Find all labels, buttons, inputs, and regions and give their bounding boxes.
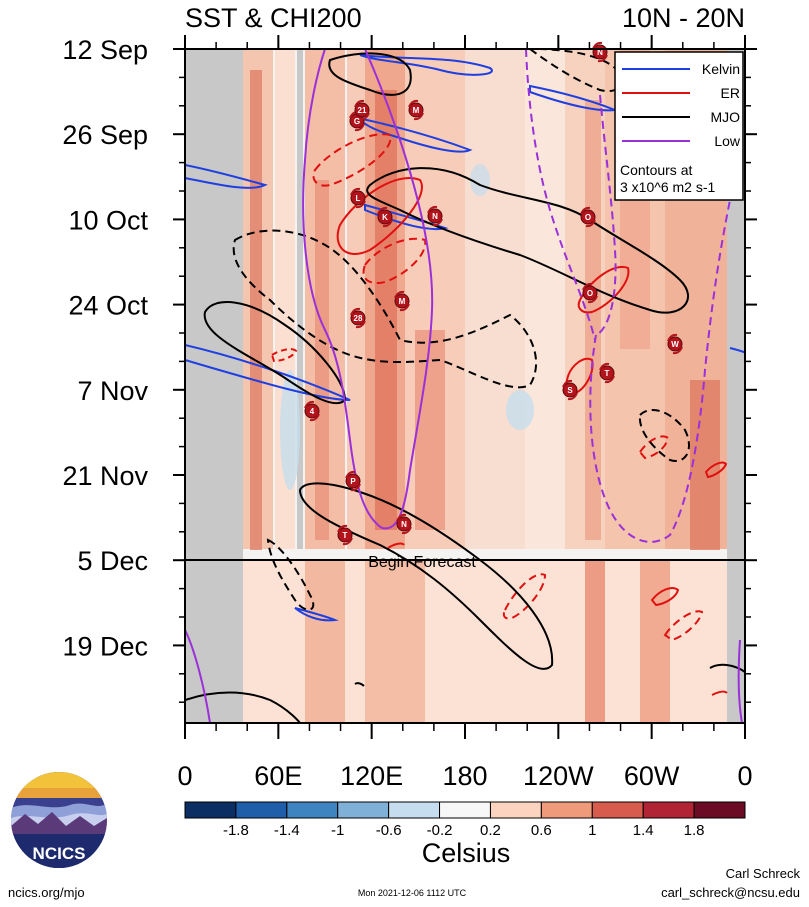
storm-label: T: [605, 369, 610, 378]
y-axis: 12 Sep 26 Sep 10 Oct 24 Oct 7 Nov 21 Nov 5 Dec…: [62, 35, 757, 703]
storm-label: T: [343, 531, 348, 540]
footer-url[interactable]: ncics.org/mjo: [8, 885, 85, 900]
legend-note: Contours at: [620, 162, 692, 178]
colorbar-swatch: [184, 801, 237, 819]
colorbar-tick-label: -0.6: [376, 822, 402, 839]
chart-title: SST & CHI200: [185, 3, 362, 33]
storm-label: S: [567, 386, 573, 395]
colorbar-swatch: [489, 801, 542, 819]
footer-timestamp: Mon 2021-12-06 1112 UTC: [358, 888, 467, 898]
colorbar-tick-label: -0.2: [427, 822, 453, 839]
storm-marker: N: [396, 513, 412, 535]
colorbar-tick-label: 1.8: [684, 822, 705, 839]
x-tick-label: 60W: [624, 761, 680, 791]
storm-label: O: [585, 213, 591, 222]
storm-marker: S: [562, 379, 578, 401]
storm-label: 28: [354, 314, 363, 323]
y-tick-label: 5 Dec: [77, 546, 148, 576]
x-tick-label: 0: [177, 761, 192, 791]
colorbar-swatch: [439, 801, 491, 819]
colorbar-tick-label: 0.2: [480, 822, 501, 839]
legend: Kelvin ER MJO Low Contours at 3 x10^6 m2 s-…: [614, 51, 744, 201]
colorbar-tick-label: -1.8: [223, 822, 249, 839]
kelvin-contour: [359, 54, 493, 76]
y-tick-label: 21 Nov: [62, 461, 148, 491]
storm-marker: W: [667, 333, 683, 355]
storm-marker: 21: [354, 99, 370, 121]
land-mask-east: [727, 49, 745, 723]
legend-entry-label: MJO: [710, 109, 740, 125]
er-contour: [312, 133, 392, 187]
storm-label: M: [399, 297, 406, 306]
y-tick-label: 26 Sep: [62, 120, 148, 150]
storm-marker: O: [580, 206, 596, 228]
storm-marker: T: [337, 524, 353, 546]
storm-label: N: [432, 212, 438, 221]
colorbar: -1.8 -1.4 -1 -0.6 -0.2 0.2 0.6 1 1.4 1.8: [184, 801, 746, 839]
storm-marker: 4: [304, 400, 320, 422]
storm-label: G: [354, 117, 360, 126]
x-tick-label: 120W: [523, 761, 594, 791]
mjo-contour: [328, 52, 412, 96]
storm-marker: T: [599, 362, 615, 384]
storm-marker: M: [408, 99, 424, 121]
colorbar-tick-label: -1.4: [274, 822, 300, 839]
colorbar-swatch: [286, 801, 339, 819]
legend-entry-label: Low: [714, 133, 741, 149]
storm-marker: K: [377, 206, 393, 228]
footer-email[interactable]: carl_schreck@ncsu.edu: [661, 885, 800, 900]
y-tick-label: 19 Dec: [62, 631, 148, 661]
x-tick-label: 60E: [254, 761, 302, 791]
storm-label: K: [382, 213, 388, 222]
storm-label: N: [597, 48, 603, 57]
storm-marker: L: [350, 187, 366, 209]
storm-markers: G 21 M L K N M 28 4 P T N S T W O O N: [304, 41, 683, 546]
storm-label: 21: [358, 106, 367, 115]
colorbar-swatch: [540, 801, 593, 819]
y-tick-label: 24 Oct: [68, 291, 148, 321]
low-contour: [302, 49, 434, 530]
colorbar-swatch: [388, 801, 441, 819]
storm-label: P: [350, 477, 356, 486]
storm-label: M: [413, 106, 420, 115]
colorbar-tick-label: 1: [588, 822, 596, 839]
storm-marker: P: [345, 470, 361, 492]
x-tick-label: 120E: [340, 761, 403, 791]
x-tick-label: 180: [442, 761, 487, 791]
storm-marker: O: [582, 282, 598, 304]
footer-author: Carl Schreck: [726, 866, 801, 881]
forecast-label: Begin Forecast: [368, 554, 476, 571]
storm-marker: M: [394, 290, 410, 312]
storm-marker: G: [349, 110, 365, 132]
colorbar-swatch: [337, 801, 390, 819]
legend-entry-label: ER: [721, 85, 740, 101]
colorbar-tick-label: -1: [331, 822, 344, 839]
ncics-logo: NCICS: [11, 772, 107, 868]
storm-label: W: [671, 340, 679, 349]
y-tick-label: 12 Sep: [62, 35, 148, 65]
storm-label: L: [356, 194, 361, 203]
colorbar-label: Celsius: [422, 838, 511, 868]
x-tick-label: 0: [737, 761, 752, 791]
colorbar-swatch: [693, 801, 746, 819]
storm-label: O: [587, 289, 593, 298]
storm-label: N: [401, 520, 407, 529]
chart-region: 10N - 20N: [622, 3, 745, 33]
colorbar-tick-label: 0.6: [531, 822, 552, 839]
storm-label: 4: [310, 407, 315, 416]
y-tick-label: 10 Oct: [68, 205, 148, 235]
legend-note-units: 3 x10^6 m2 s-1: [620, 179, 715, 195]
storm-marker: 28: [350, 307, 366, 329]
storm-marker: N: [427, 205, 443, 227]
x-axis: 0 60E 120E 180 120W 60W 0: [177, 35, 753, 791]
legend-entry-label: Kelvin: [702, 61, 740, 77]
logo-text: NCICS: [33, 844, 86, 863]
colorbar-swatch: [642, 801, 695, 819]
colorbar-swatch: [591, 801, 644, 819]
colorbar-swatch: [235, 801, 288, 819]
y-tick-label: 7 Nov: [77, 376, 148, 406]
colorbar-tick-label: 1.4: [633, 822, 654, 839]
